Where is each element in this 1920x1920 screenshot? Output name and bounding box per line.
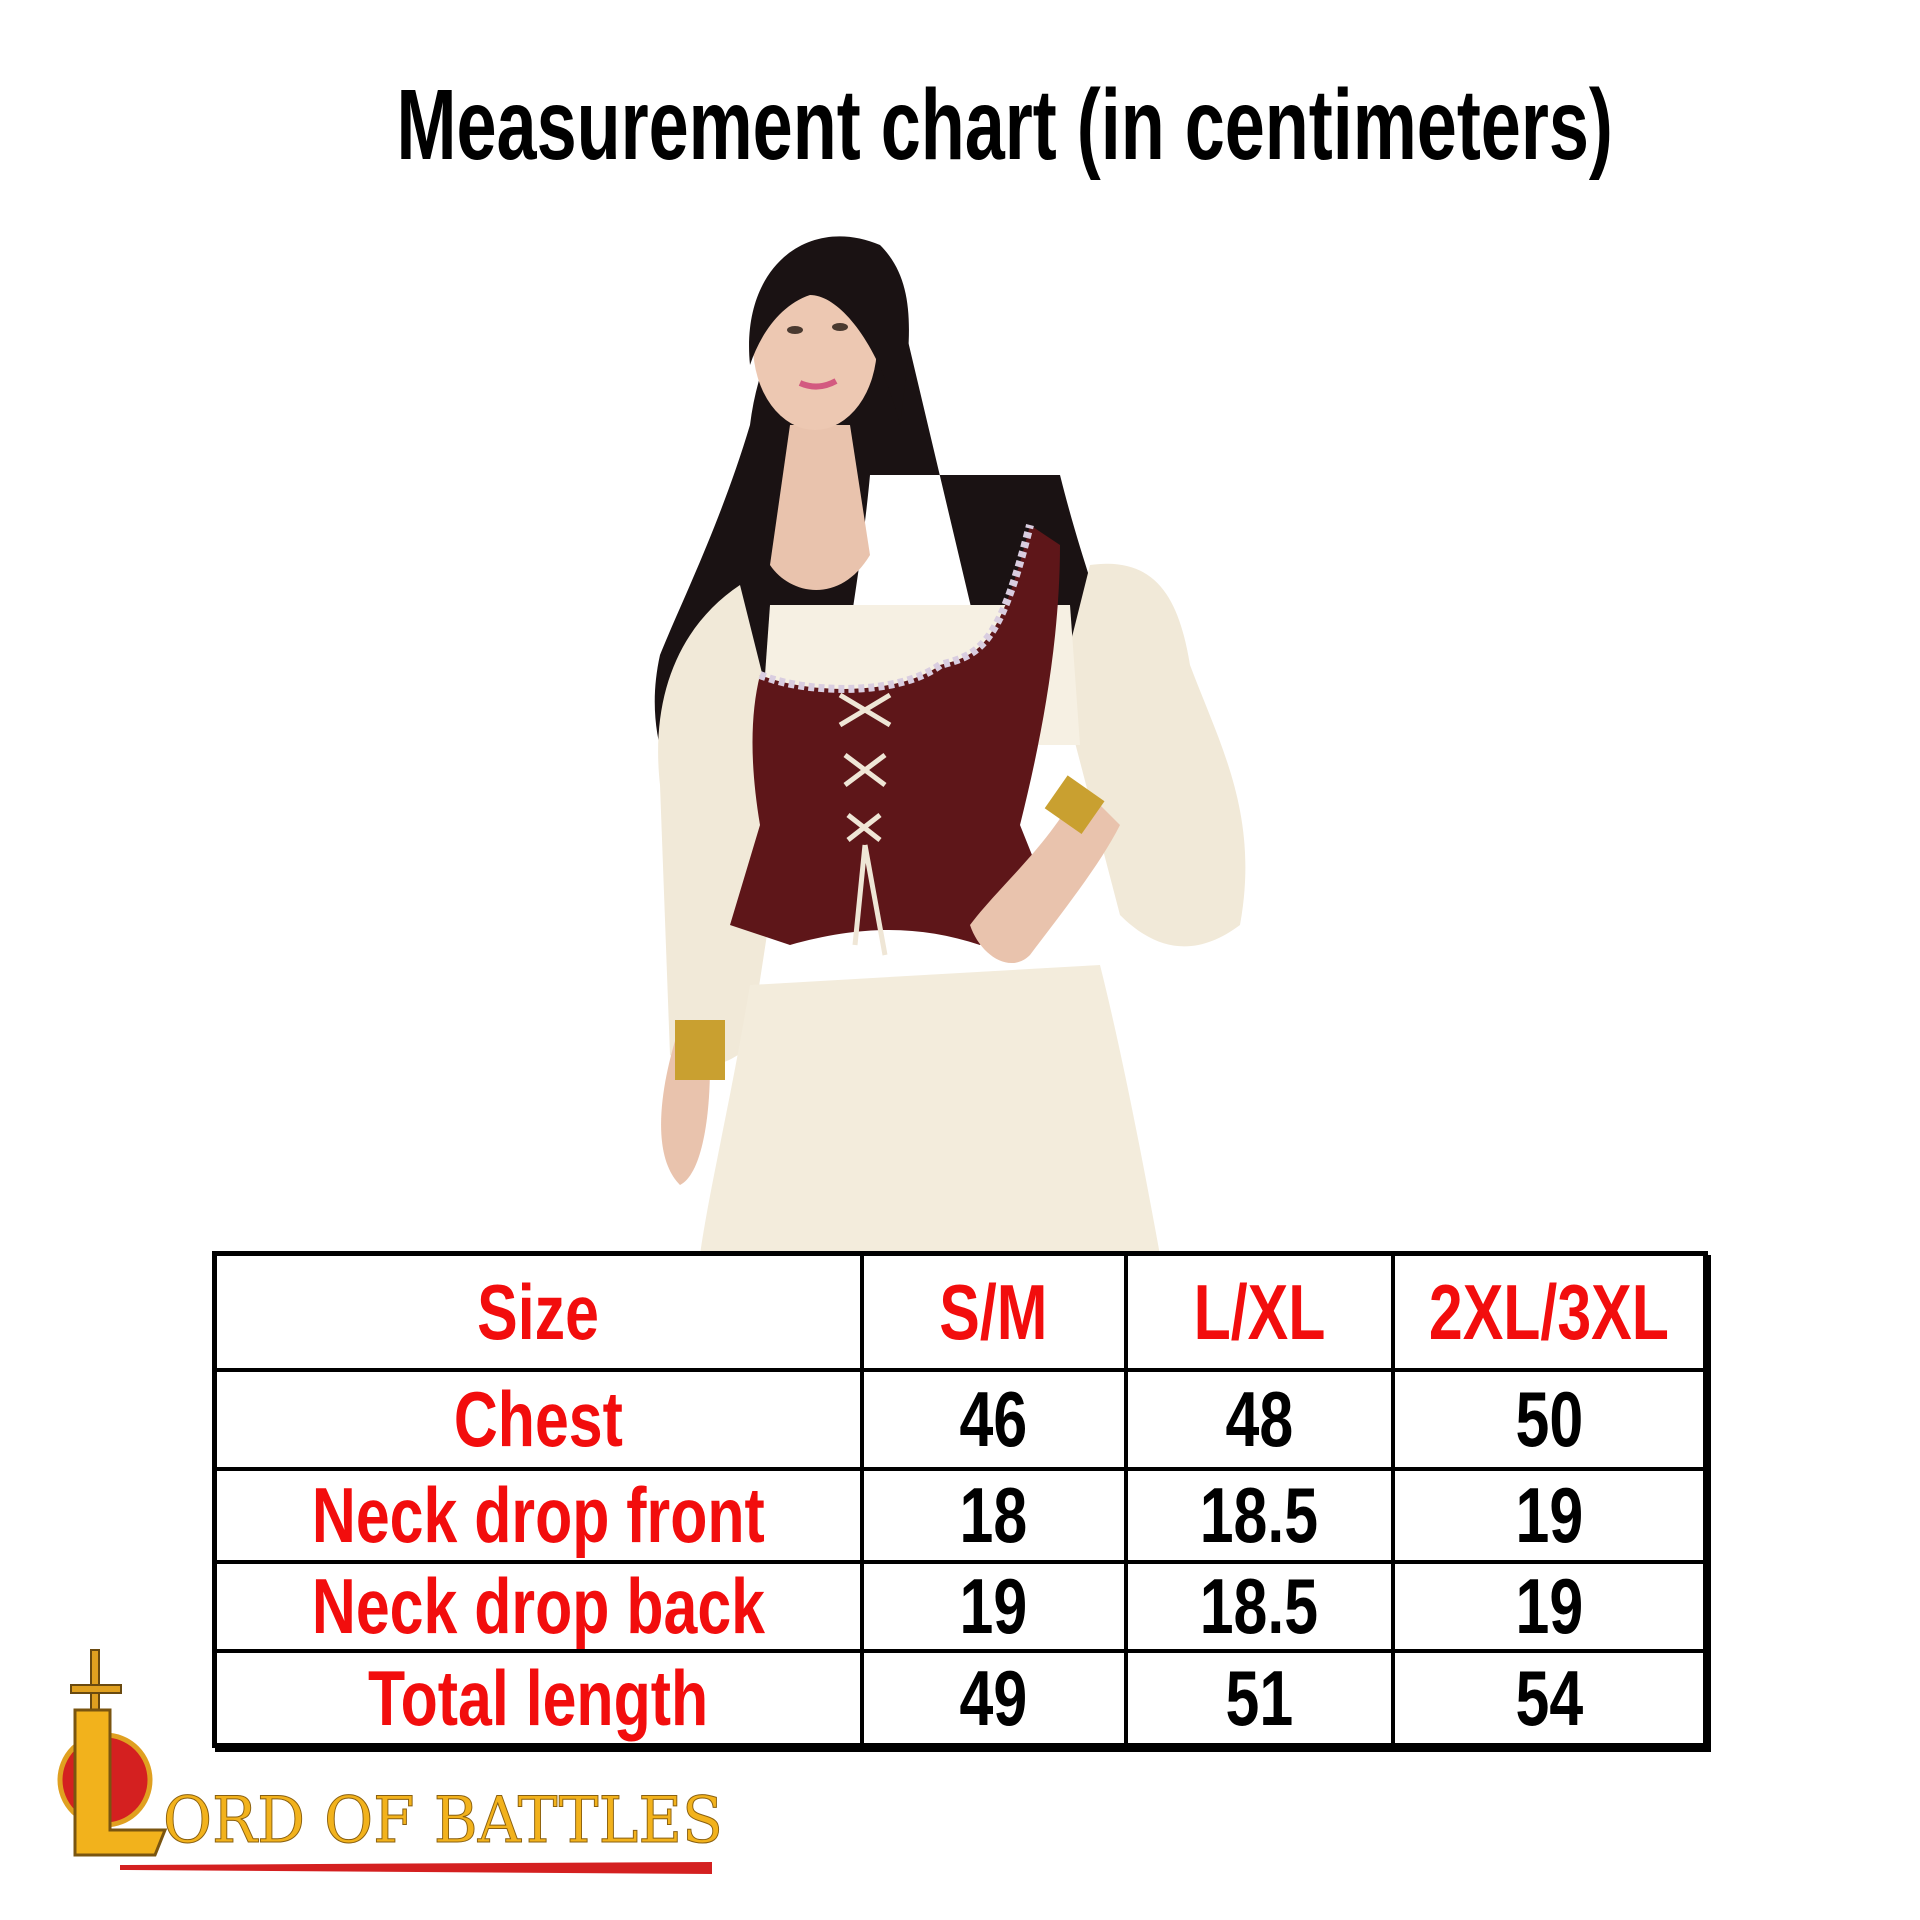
model-photo — [654, 236, 1246, 1255]
letter-l-icon — [73, 1708, 168, 1857]
logo-underline — [120, 1862, 712, 1874]
cell-value: 19 — [860, 1559, 1128, 1653]
logo-text: ORD OF BATTLES — [163, 1784, 723, 1858]
cell-value: 19 — [1391, 1466, 1708, 1564]
page-title: Measurement chart (in centimeters) — [396, 69, 1614, 181]
cell-value: 19 — [1391, 1559, 1708, 1653]
cell-value: 49 — [860, 1648, 1128, 1748]
cell-value: 18.5 — [1123, 1466, 1396, 1564]
lacing — [838, 692, 892, 956]
neck — [770, 425, 870, 590]
table-row: Chest 46 48 50 — [212, 1367, 1708, 1471]
header-sm: S/M — [860, 1251, 1128, 1372]
cell-value: 54 — [1391, 1648, 1708, 1748]
row-label: Neck drop front — [212, 1466, 865, 1564]
bodice — [730, 525, 1060, 945]
cell-value: 18 — [860, 1466, 1128, 1564]
row-label: Total length — [212, 1648, 865, 1748]
row-label: Chest — [212, 1367, 865, 1471]
header-lxl: L/XL — [1123, 1251, 1396, 1372]
left-bracelet — [675, 1020, 725, 1080]
right-bracelet — [1044, 775, 1105, 835]
header-row: Size S/M L/XL 2XL/3XL — [212, 1251, 1708, 1372]
header-2xl3xl: 2XL/3XL — [1391, 1251, 1708, 1372]
cell-value: 18.5 — [1123, 1559, 1396, 1653]
row-label: Neck drop back — [212, 1559, 865, 1653]
header-size: Size — [212, 1251, 865, 1372]
measurement-table: Size S/M L/XL 2XL/3XL Chest 46 48 50 Nec… — [212, 1251, 1708, 1748]
table-row: Neck drop front 18 18.5 19 — [212, 1466, 1708, 1564]
hair-top — [749, 236, 909, 425]
table-row: Neck drop back 19 18.5 19 — [212, 1559, 1708, 1653]
lord-of-battles-logo: ORD OF BATTLES — [57, 1649, 724, 1874]
cell-value: 48 — [1123, 1367, 1396, 1471]
skirt — [700, 965, 1160, 1255]
right-sleeve — [1060, 563, 1246, 947]
cell-value: 46 — [860, 1367, 1128, 1471]
table-row: Total length 49 51 54 — [212, 1648, 1708, 1748]
cell-value: 50 — [1391, 1367, 1708, 1471]
cell-value: 51 — [1123, 1648, 1396, 1748]
